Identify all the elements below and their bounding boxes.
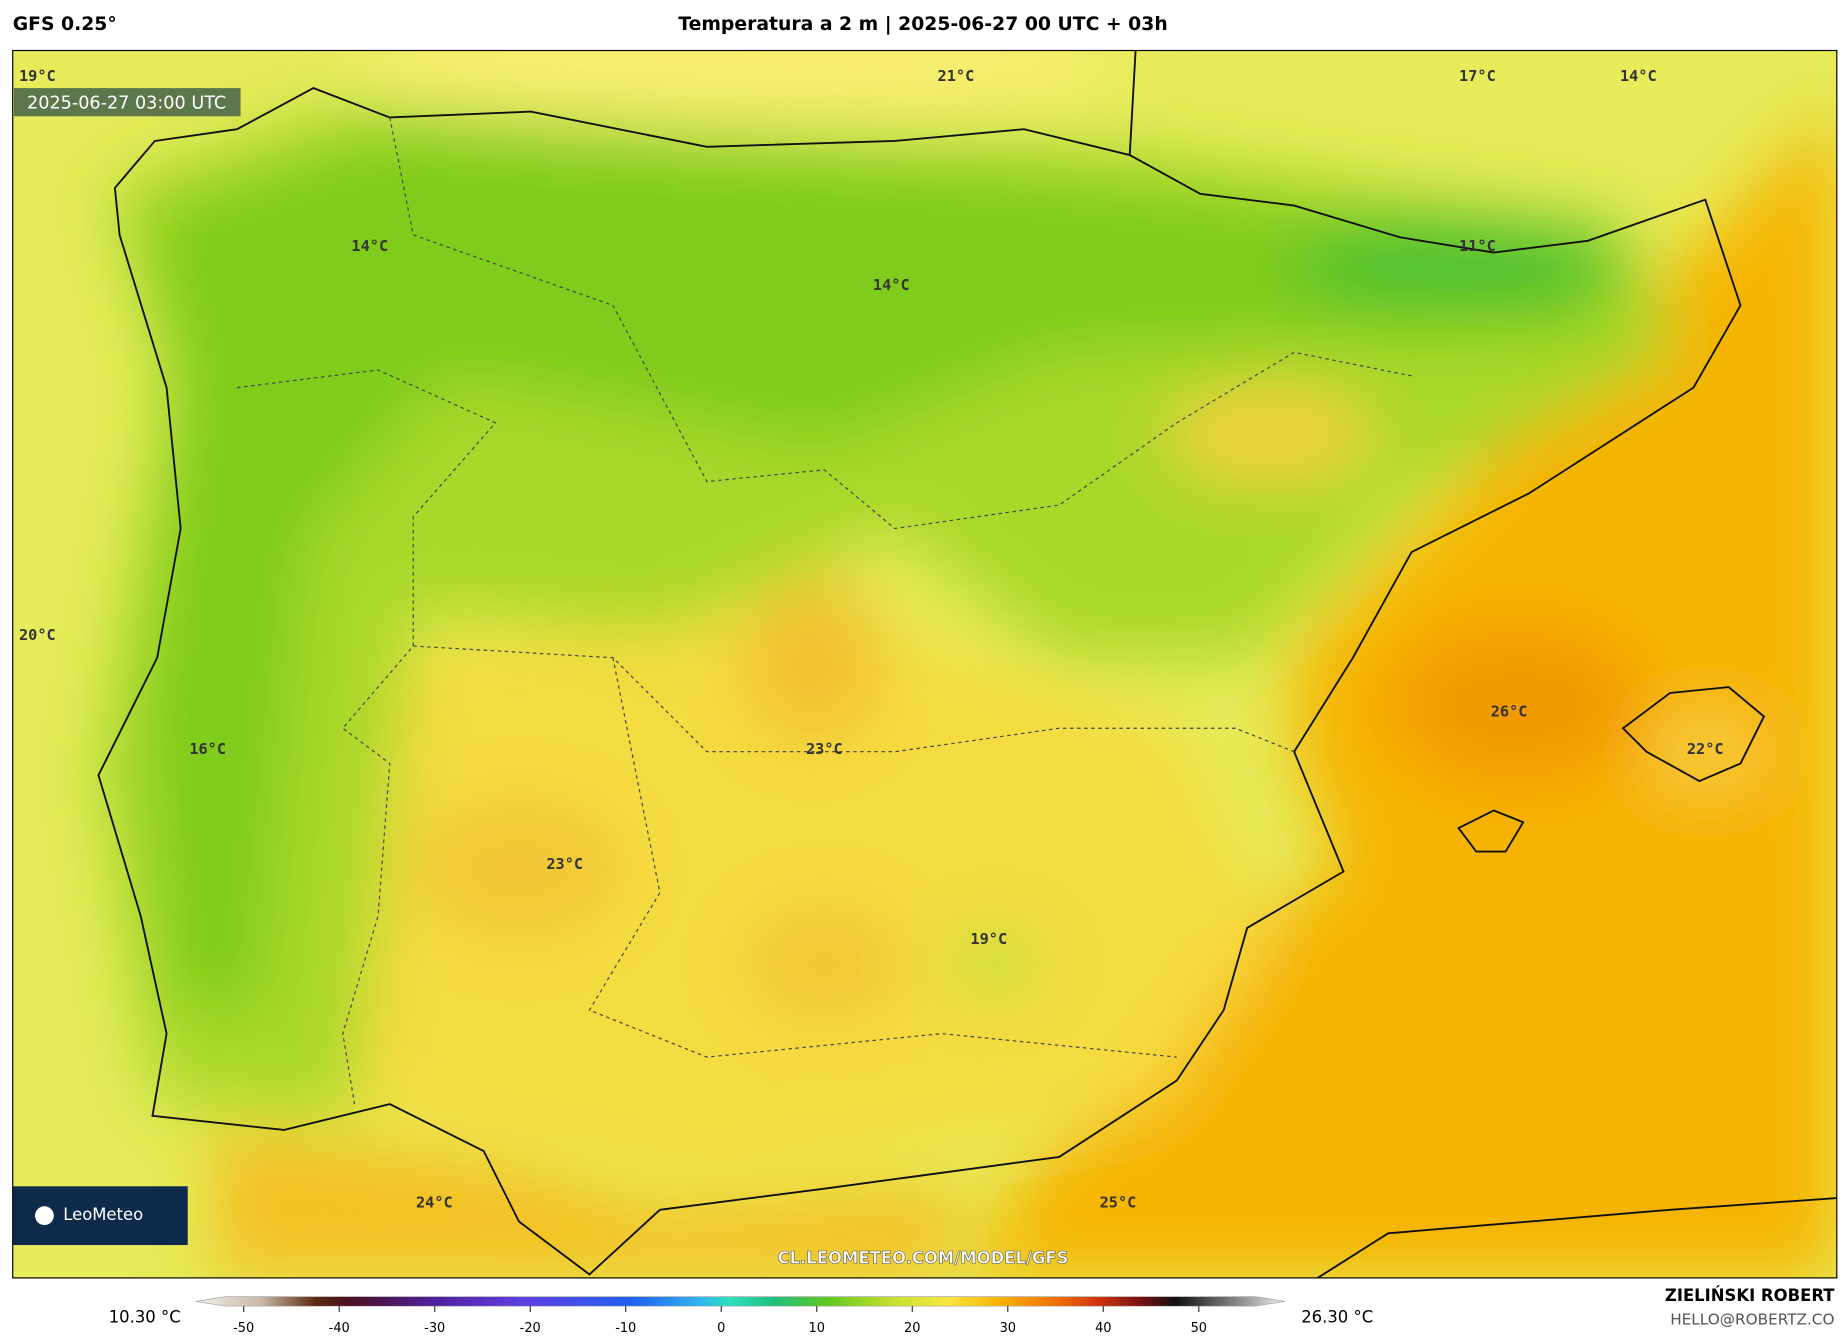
temperature-label: 24°C <box>416 1193 453 1211</box>
colorbar-tick-label: -20 <box>520 1321 541 1336</box>
colorbar-tick-label: -40 <box>329 1321 350 1336</box>
colorbar-tick-label: -10 <box>615 1321 636 1336</box>
borders <box>236 117 1412 1105</box>
temperature-label: 11°C <box>1459 237 1496 255</box>
logo-sun <box>35 1206 54 1226</box>
temperature-label: 22°C <box>1687 740 1724 758</box>
temperature-label: 19°C <box>19 67 56 85</box>
temperature-labels: 19°C 21°C 17°C 14°C 14°C 14°C 11°C 20°C 26°C 22°C… <box>19 67 1724 1211</box>
temperature-label: 14°C <box>351 237 388 255</box>
temperature-label: 16°C <box>189 740 226 758</box>
temperature-label: 20°C <box>19 626 56 644</box>
temperature-label: 19°C <box>970 930 1007 948</box>
temperature-label: 23°C <box>546 855 583 873</box>
temperature-label: 25°C <box>1100 1193 1137 1211</box>
temperature-label: 21°C <box>938 67 975 85</box>
colorbar-tick-label: 40 <box>1095 1321 1111 1336</box>
colorbar-min: 10.30 °C <box>109 1307 181 1326</box>
watermark: CL.LEOMETEO.COM/MODEL/GFS <box>778 1249 1069 1268</box>
colorbar-max: 26.30 °C <box>1301 1307 1373 1326</box>
temperature-label: 14°C <box>873 276 910 294</box>
temperature-label: 23°C <box>806 740 843 758</box>
map-title: Temperatura a 2 m | 2025-06-27 00 UTC + … <box>678 14 1167 35</box>
temperature-label: 17°C <box>1459 67 1496 85</box>
colorbar: -50 -40 -30 -20 -10 0 10 20 30 40 50 <box>195 1296 1285 1336</box>
colorbar-tick-label: 10 <box>809 1321 825 1336</box>
colorbar-tick-label: 0 <box>717 1321 725 1336</box>
colorbar-tick-label: 50 <box>1191 1321 1207 1336</box>
model-name: GFS 0.25° <box>13 14 117 35</box>
colorbar-ramp <box>195 1296 1285 1307</box>
colorbar-tick-label: -30 <box>424 1321 445 1336</box>
logo-text: LeoMeteo <box>63 1205 143 1224</box>
map: 19°C 21°C 17°C 14°C 14°C 14°C 11°C 20°C 26°C 22°C… <box>12 50 1837 1278</box>
temperature-field <box>96 50 1837 1278</box>
author: ZIELIŃSKI ROBERT <box>1665 1286 1835 1305</box>
temperature-label: 14°C <box>1620 67 1657 85</box>
map-frame <box>12 49 1838 1279</box>
colorbar-tick-label: -50 <box>233 1321 254 1336</box>
colorbar-tick-label: 20 <box>904 1321 920 1336</box>
email: HELLO@ROBERTZ.CO <box>1670 1311 1834 1329</box>
colorbar-tick-label: 30 <box>1000 1321 1016 1336</box>
timestamp-box <box>13 88 241 117</box>
temperature-label: 26°C <box>1491 702 1528 720</box>
timestamp: 2025-06-27 03:00 UTC <box>27 93 226 113</box>
